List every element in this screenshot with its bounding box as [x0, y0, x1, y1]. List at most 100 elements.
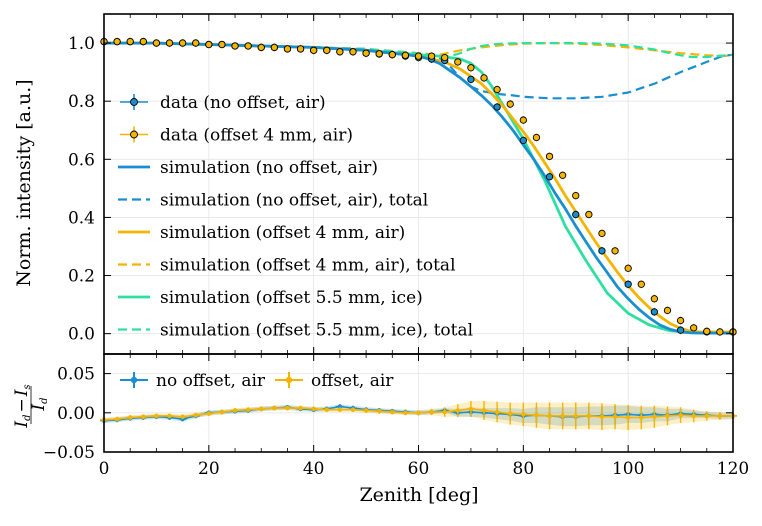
- data-point: [283, 45, 292, 53]
- data-point: [375, 50, 383, 58]
- bottom-xtick-label-6: 120: [717, 459, 749, 479]
- bottom-ylabel-num: Id−Is: [12, 384, 33, 428]
- residual-point: [259, 406, 264, 412]
- residual-point: [534, 412, 539, 418]
- bottom-legend-item-1: offset, air: [275, 371, 394, 391]
- data-point: [624, 264, 632, 272]
- data-point: [506, 100, 514, 108]
- data-point: [336, 48, 344, 56]
- data-point: [598, 247, 606, 255]
- data-point: [414, 52, 423, 60]
- residual-point: [363, 408, 369, 413]
- residual-point: [547, 413, 552, 419]
- data-point: [703, 327, 711, 335]
- residual-point: [403, 410, 408, 415]
- residual-point: [586, 413, 592, 419]
- residual-point: [298, 405, 303, 411]
- data-point: [454, 58, 462, 66]
- residual-point: [337, 404, 343, 409]
- residual-point: [285, 405, 290, 411]
- residual-point: [652, 414, 657, 419]
- residual-point: [245, 407, 251, 412]
- legend-label: simulation (offset 5.5 mm, ice), total: [160, 321, 473, 341]
- data-point: [650, 308, 659, 316]
- bottom-legend-item-0: no offset, air: [120, 371, 266, 391]
- data-point: [493, 103, 501, 111]
- residual-point: [599, 414, 605, 419]
- bottom-xtick-label-0: 0: [99, 459, 110, 479]
- data-point: [427, 52, 436, 60]
- residual-point: [219, 409, 225, 415]
- data-point: [231, 42, 239, 50]
- data-point: [323, 46, 331, 54]
- data-point: [650, 295, 659, 303]
- bottom-ytick-label-1: 0.00: [57, 404, 95, 424]
- residual-point: [324, 407, 329, 412]
- bottom-xtick-label-5: 100: [612, 459, 644, 479]
- residual-point: [180, 414, 185, 419]
- legend-item-7: simulation (offset 5.5 mm, ice), total: [118, 321, 473, 341]
- data-point: [257, 43, 265, 52]
- data-point: [637, 280, 645, 288]
- bottom-ytick-label-0: −0.05: [43, 443, 95, 463]
- data-point: [572, 210, 580, 219]
- data-point: [310, 46, 318, 54]
- legend-item-5: simulation (offset 4 mm, air), total: [118, 256, 456, 276]
- data-point: [296, 45, 305, 53]
- bottom-xtick-label-4: 80: [513, 459, 535, 479]
- residual-point: [704, 413, 709, 419]
- residual-point: [232, 408, 238, 413]
- residual-point: [416, 410, 421, 415]
- data-point: [205, 40, 213, 49]
- residual-point: [612, 414, 618, 419]
- top-ytick-label-4: 0.8: [68, 92, 95, 112]
- residual-point: [521, 412, 526, 417]
- legend-label: data (offset 4 mm, air): [160, 126, 353, 146]
- top-ytick-label-2: 0.4: [68, 208, 95, 228]
- bottom-xtick-label-2: 40: [303, 459, 325, 479]
- residual-point: [678, 412, 683, 418]
- data-point: [545, 152, 554, 161]
- data-point: [126, 37, 134, 46]
- data-point: [519, 116, 527, 124]
- residual-point: [494, 409, 500, 415]
- bottom-ylabel: Id−Is Id: [12, 384, 50, 428]
- bottom-frame: [103, 353, 734, 453]
- residual-point: [337, 407, 343, 412]
- bottom-ylabel-den: Id: [29, 397, 50, 411]
- residual-point: [573, 413, 578, 419]
- data-point: [349, 48, 357, 56]
- residual-point: [167, 413, 172, 419]
- legend-item-6: simulation (offset 5.5 mm, ice): [118, 288, 423, 308]
- bottom-panel: no offset, air offset, air 0 20 40 60 80 100 120…: [43, 353, 749, 479]
- bottom-xtick-label-1: 20: [198, 459, 220, 479]
- data-point: [362, 49, 370, 57]
- data-point: [192, 39, 200, 47]
- legend-item-4: simulation (offset 4 mm, air): [118, 223, 405, 243]
- legend-marker: [285, 376, 293, 384]
- legend-marker: [130, 130, 138, 139]
- top-ytick-label-3: 0.6: [68, 150, 95, 170]
- residual-point: [376, 409, 382, 414]
- x-axis-label: Zenith [deg]: [359, 484, 478, 506]
- top-ytick-label-0: 0.0: [68, 325, 95, 345]
- residual-point: [717, 413, 723, 419]
- data-point: [676, 326, 685, 334]
- residual-point: [665, 413, 670, 419]
- data-point: [467, 64, 475, 72]
- data-point: [178, 39, 187, 47]
- residual-point: [639, 415, 644, 420]
- residual-point: [455, 408, 461, 413]
- legend-item-2: simulation (no offset, air): [118, 158, 378, 178]
- top-ytick-label-5: 1.0: [68, 34, 95, 54]
- residual-point: [350, 407, 356, 412]
- legend-label: simulation (offset 5.5 mm, ice): [160, 288, 423, 308]
- data-point: [519, 136, 527, 145]
- residual-point: [154, 413, 159, 419]
- residual-point: [508, 411, 513, 416]
- top-legend: data (no offset, air) data (offset 4 mm, …: [118, 93, 473, 341]
- data-series-offset-4mm: [100, 37, 737, 336]
- residual-point: [468, 406, 474, 412]
- legend-label: simulation (no offset, air), total: [160, 191, 428, 211]
